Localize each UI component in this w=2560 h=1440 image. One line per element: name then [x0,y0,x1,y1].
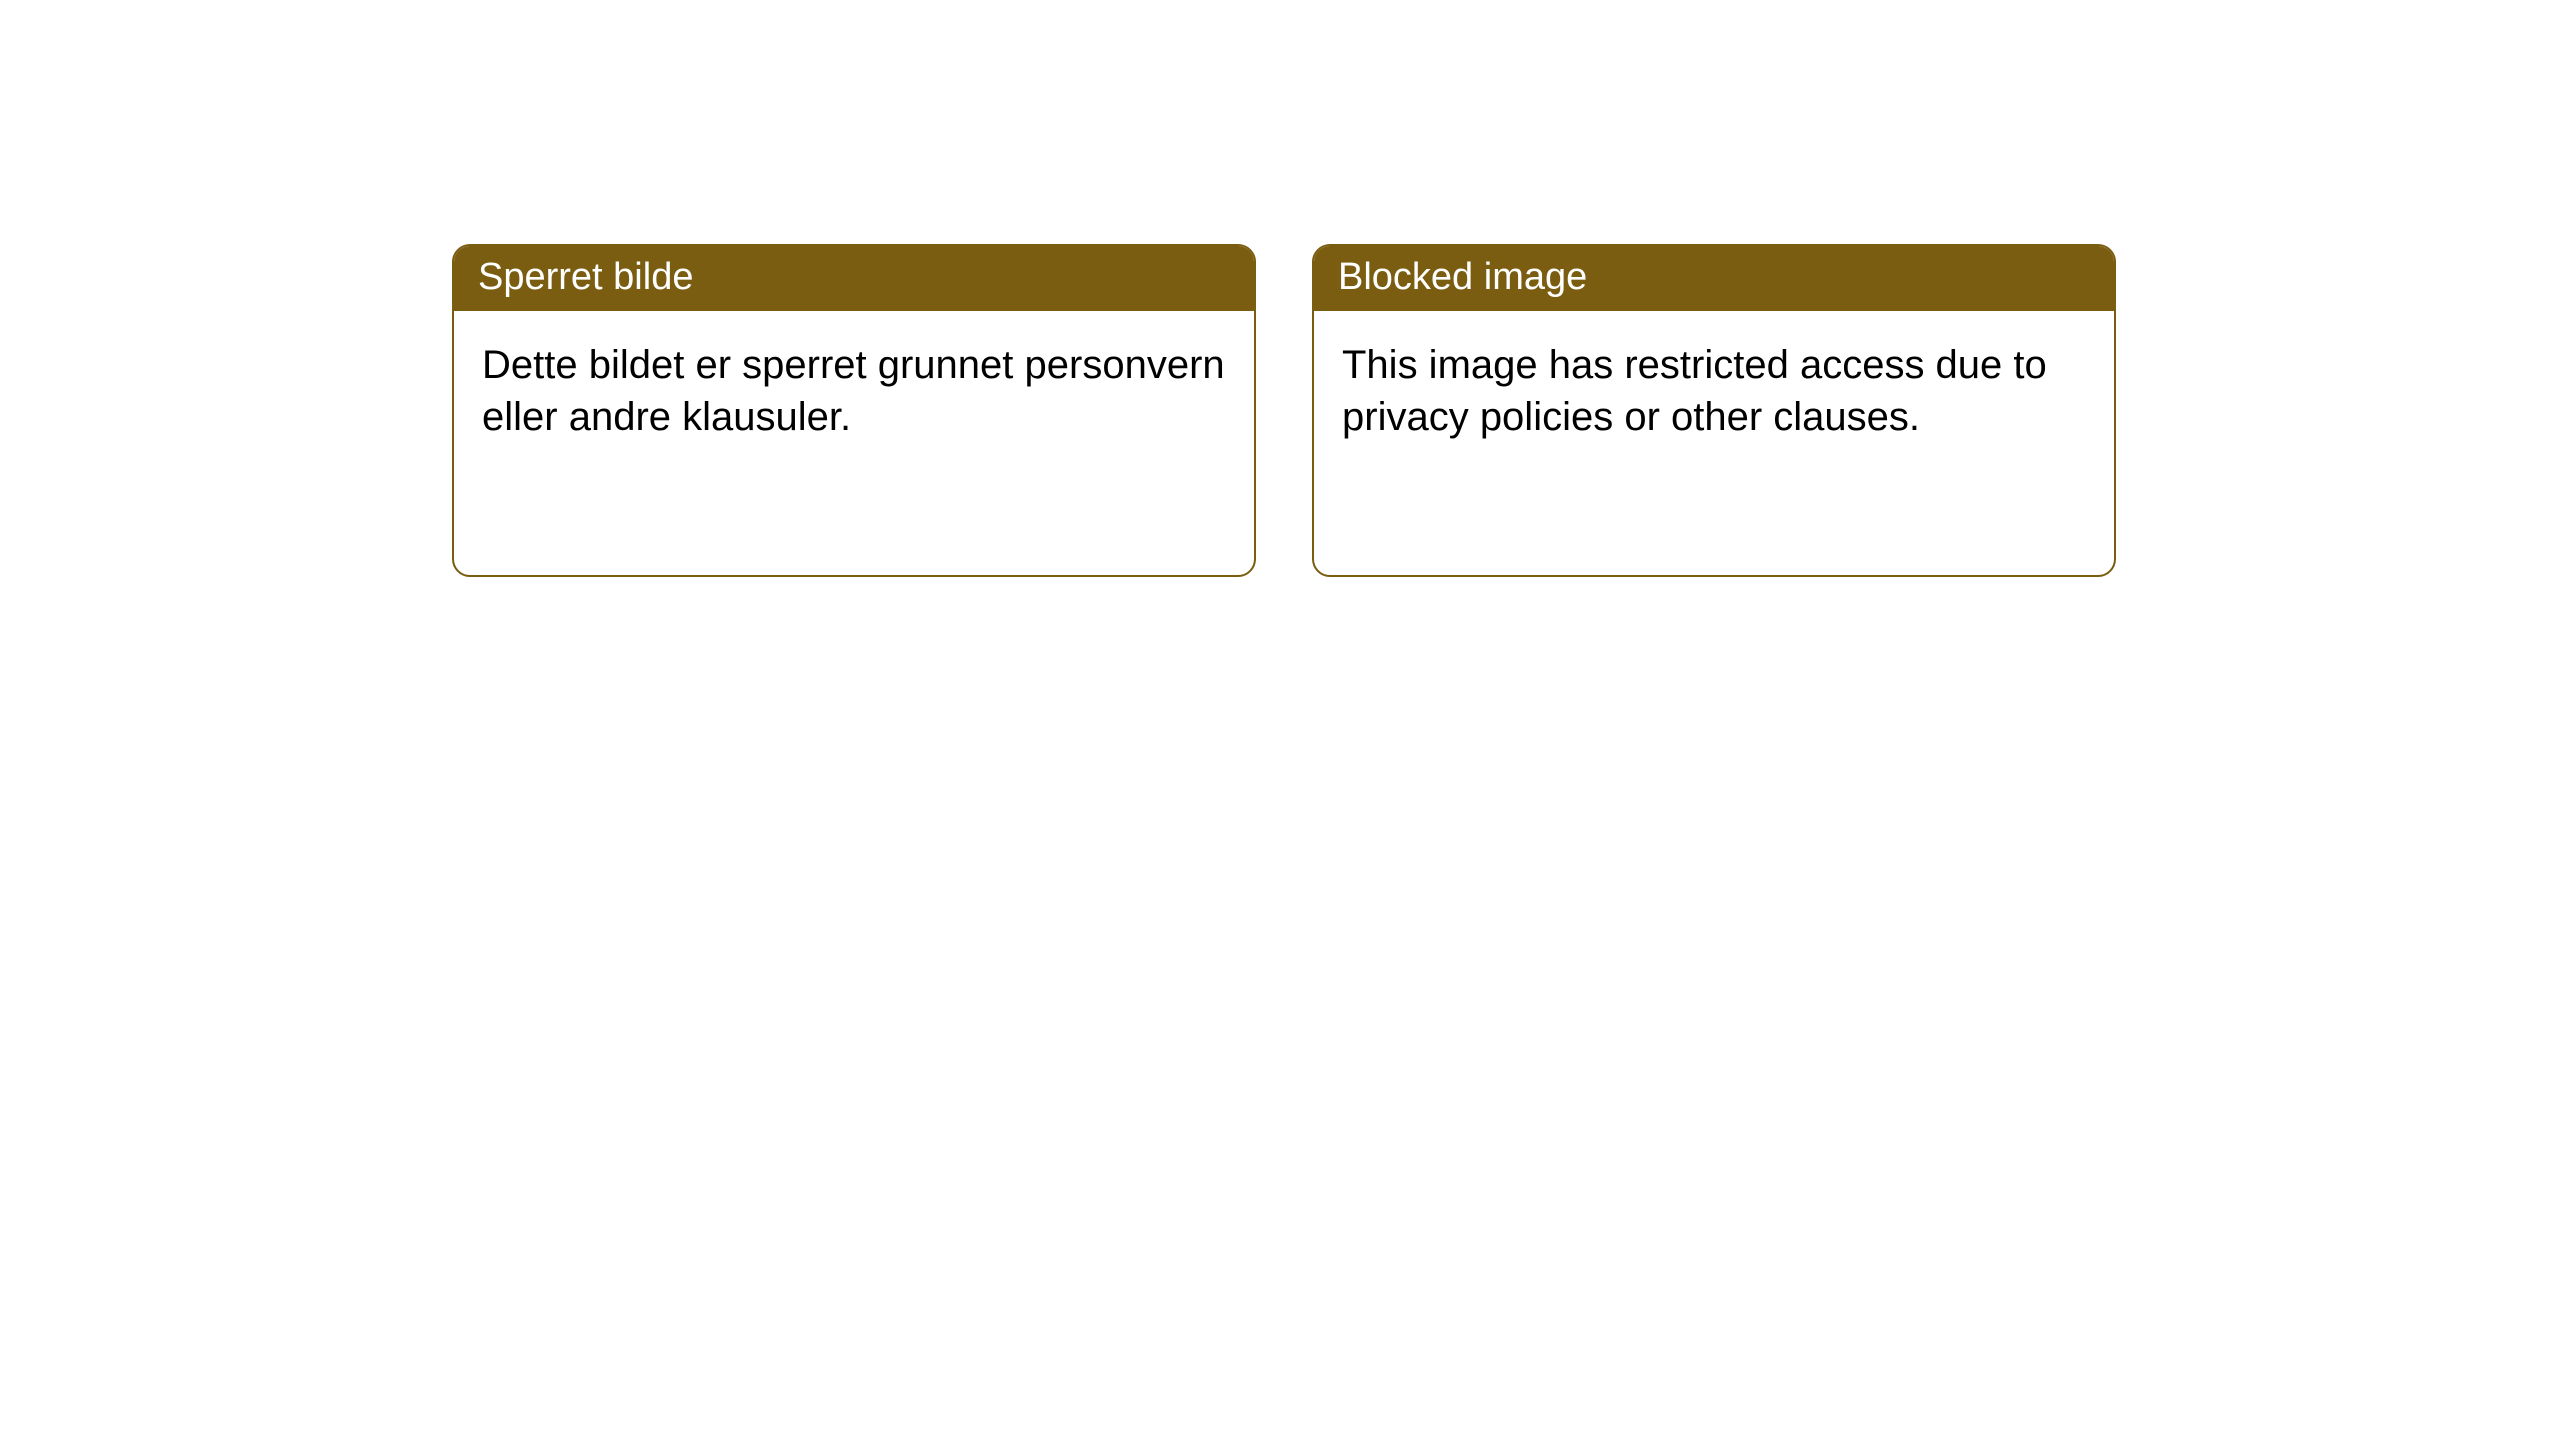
notice-title: Sperret bilde [478,256,693,298]
notice-text: This image has restricted access due to … [1342,343,2047,439]
notice-body: Dette bildet er sperret grunnet personve… [454,311,1254,471]
notice-header: Blocked image [1314,246,2114,311]
notice-title: Blocked image [1338,256,1587,298]
notice-card-english: Blocked image This image has restricted … [1312,244,2116,577]
notice-body: This image has restricted access due to … [1314,311,2114,471]
notice-header: Sperret bilde [454,246,1254,311]
notice-card-norwegian: Sperret bilde Dette bildet er sperret gr… [452,244,1256,577]
notice-container: Sperret bilde Dette bildet er sperret gr… [0,0,2560,577]
notice-text: Dette bildet er sperret grunnet personve… [482,343,1225,439]
